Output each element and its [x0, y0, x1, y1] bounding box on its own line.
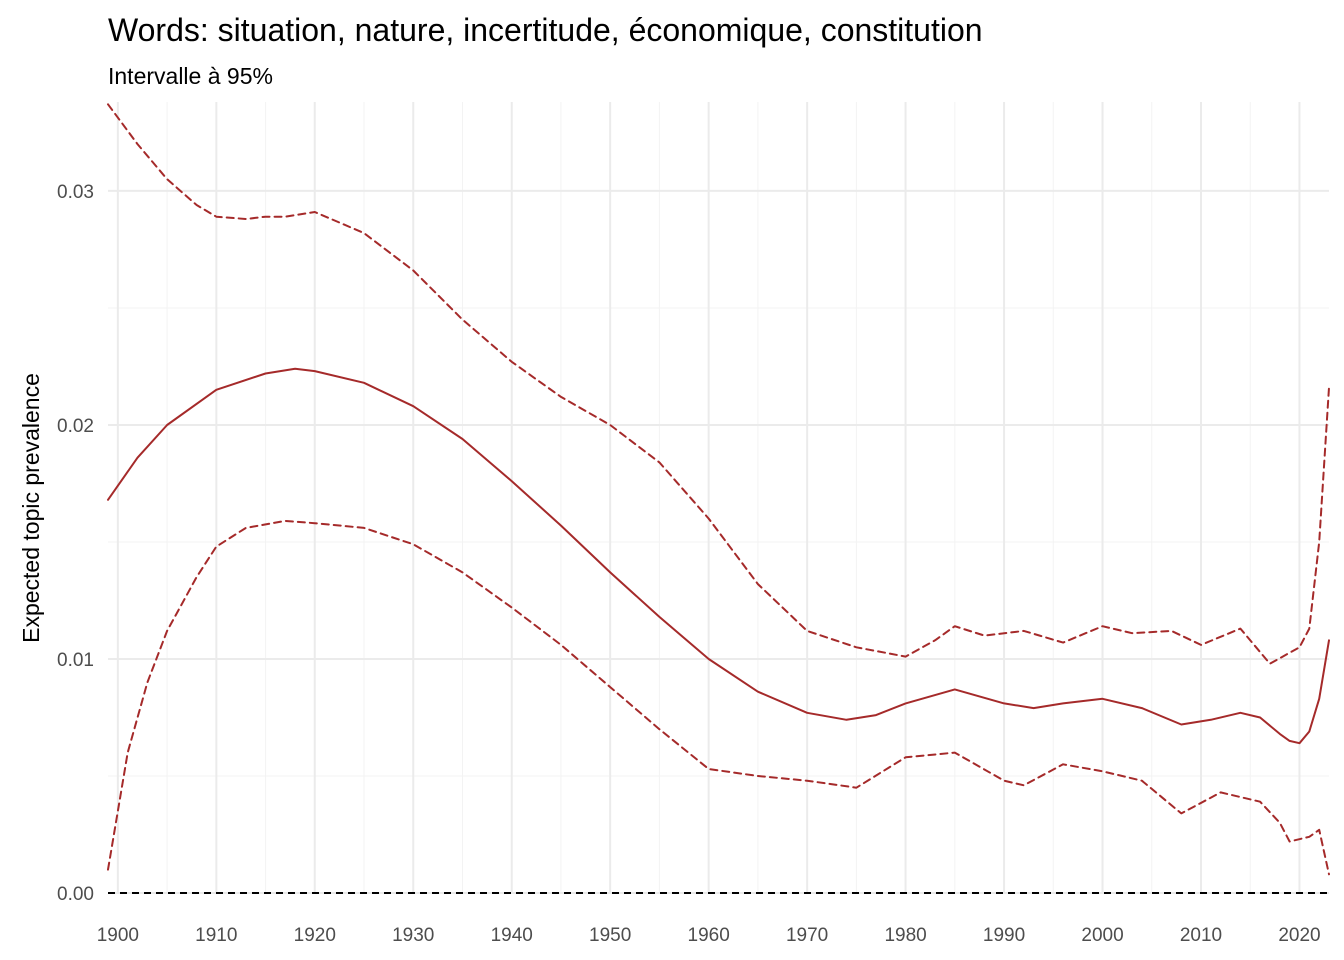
chart-subtitle: Intervalle à 95% — [108, 63, 273, 89]
series-layer — [108, 104, 1329, 874]
x-tick-label: 1980 — [884, 925, 926, 946]
x-axis: 1900 1910 1920 1930 1940 1950 1960 1970 1980 1990… — [97, 925, 1321, 946]
x-tick-label: 2020 — [1278, 925, 1320, 946]
series-line-upper — [108, 104, 1329, 663]
y-tick-label: 0.01 — [57, 650, 94, 671]
x-tick-label: 1950 — [589, 925, 631, 946]
y-tick-label: 0.00 — [57, 884, 94, 905]
grid — [108, 102, 1329, 893]
x-tick-label: 1990 — [983, 925, 1025, 946]
x-tick-label: 1900 — [97, 925, 139, 946]
x-tick-label: 2000 — [1081, 925, 1123, 946]
y-tick-label: 0.03 — [57, 182, 94, 203]
x-tick-label: 2010 — [1180, 925, 1222, 946]
y-axis: 0.00 0.01 0.02 0.03 — [57, 182, 94, 905]
chart-title: Words: situation, nature, incertitude, é… — [108, 12, 983, 48]
y-axis-title: Expected topic prevalence — [18, 373, 44, 643]
x-tick-label: 1960 — [688, 925, 730, 946]
x-tick-label: 1910 — [195, 925, 237, 946]
x-tick-label: 1940 — [491, 925, 533, 946]
x-tick-label: 1970 — [786, 925, 828, 946]
series-line-lower — [108, 521, 1329, 874]
x-tick-label: 1930 — [392, 925, 434, 946]
chart: Words: situation, nature, incertitude, é… — [0, 0, 1344, 960]
x-tick-label: 1920 — [294, 925, 336, 946]
y-tick-label: 0.02 — [57, 416, 94, 437]
